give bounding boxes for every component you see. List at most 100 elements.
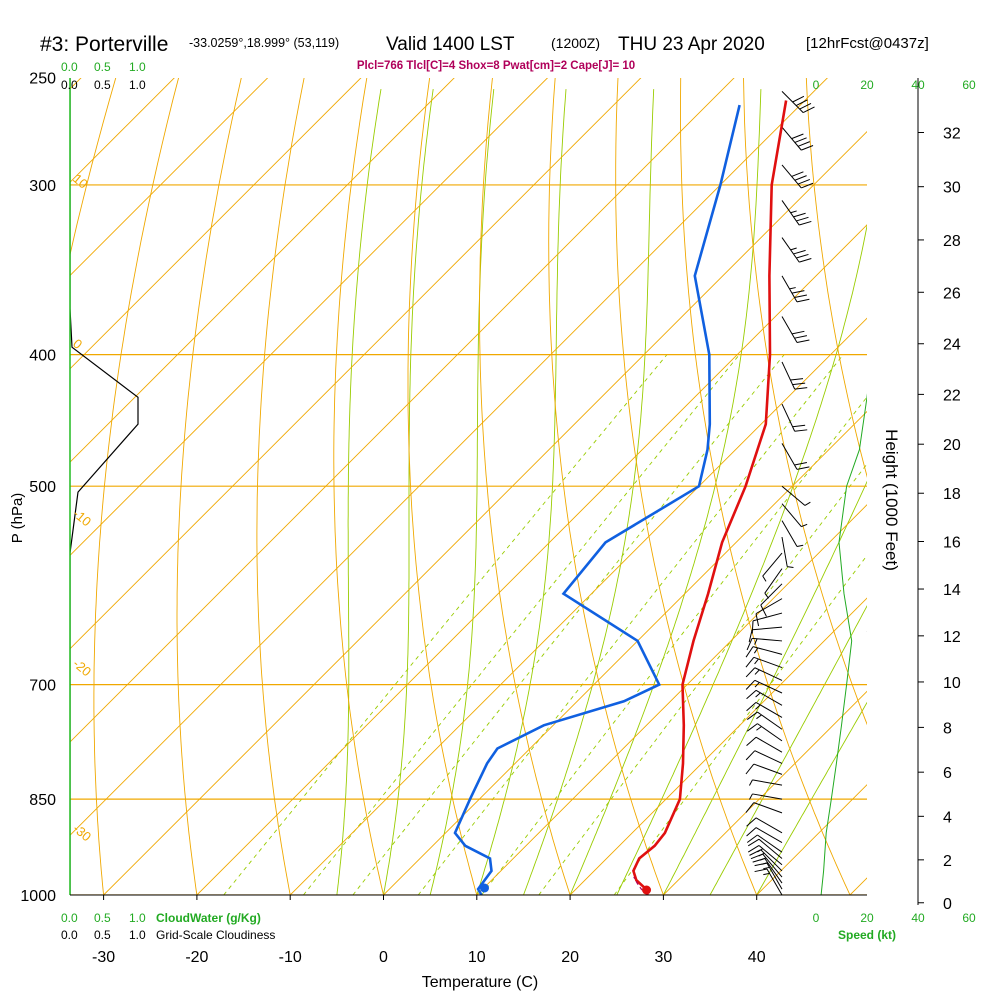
barb-shaft (758, 838, 783, 859)
wind-barb (746, 834, 783, 853)
dry-adiabat (479, 78, 571, 895)
height-tick-label: 12 (943, 629, 961, 646)
barb-flag (796, 253, 809, 259)
barb-shaft (753, 802, 783, 814)
dry-adiabat (615, 78, 758, 895)
barb-half (759, 857, 767, 861)
barb-half (757, 848, 764, 853)
barb-shaft (752, 612, 783, 622)
barb-half (763, 872, 770, 876)
stability-indices: Plcl=766 Tlcl[C]=4 Shox=8 Pwat[cm]=2 Cap… (357, 60, 635, 72)
dry-adiabat (93, 78, 180, 895)
cloud-scale-bottom-0: 0.0 (61, 911, 78, 925)
wind-barb (747, 838, 783, 859)
wind-barb (745, 656, 783, 669)
barb-flag (745, 667, 756, 678)
barb-half (763, 866, 770, 870)
cloud-scale-top-1: 0.5 (94, 60, 111, 74)
wind-barb (781, 503, 808, 528)
dry-adiabat (333, 78, 384, 895)
dry-adiabat (995, 77, 1000, 895)
barb-half (756, 726, 762, 731)
moist-adiabats (336, 89, 867, 895)
wind-barb (754, 868, 783, 895)
isotherm (70, 78, 269, 277)
moist-adiabat-4 (523, 89, 655, 895)
pressure-tick-label: 250 (29, 70, 56, 87)
barb-flag (797, 141, 811, 147)
barb-shaft (754, 679, 783, 694)
height-tick-label: 30 (943, 180, 961, 197)
moist-adiabat-0 (336, 89, 382, 895)
barb-flag (801, 145, 814, 151)
height-tick-label: 4 (943, 809, 952, 826)
barb-shaft (757, 834, 783, 853)
barb-flag (794, 429, 808, 432)
dewpoint-line (453, 104, 741, 895)
barb-flag (796, 216, 809, 222)
barb-flag (792, 424, 806, 428)
barb-half (753, 647, 759, 654)
cloudiness-scale-bottom-2: 1.0 (129, 928, 146, 942)
barb-shaft (764, 568, 783, 594)
barb-shaft (752, 626, 783, 631)
height-tick-label: 20 (943, 437, 961, 454)
pressure-tick-label: 700 (29, 678, 56, 695)
wind-speed-line (820, 393, 867, 895)
barb-shaft (755, 736, 783, 753)
mixing-ratio-label: 2 (297, 897, 315, 912)
speed-scale-bottom-0: 0 (813, 911, 820, 925)
mixing-ratio-label: 1 (217, 897, 235, 912)
wind-barb (746, 723, 783, 742)
cloudiness-scale-top-0: 0.0 (61, 78, 78, 92)
mixing-ratio-0 (223, 354, 668, 895)
barb-half (796, 544, 804, 548)
barb-flag (760, 604, 767, 617)
temperature-tick-label: 20 (561, 949, 579, 966)
wind-barb (781, 91, 815, 114)
valid-time: Valid 1400 LST (386, 34, 515, 55)
sounding-traces (453, 100, 788, 895)
moist-adiabat-2 (429, 89, 495, 895)
isobars (70, 78, 867, 895)
barb-flag (799, 220, 812, 226)
wind-barb (749, 793, 783, 800)
dry-adiabats (70, 77, 1000, 895)
wind-barb (745, 646, 783, 658)
barb-shaft (754, 750, 783, 764)
speed-scale-top-2: 40 (911, 78, 925, 92)
wind-barb (781, 316, 810, 344)
wind-barb (746, 711, 783, 730)
speed-scale-bottom-1: 20 (860, 911, 874, 925)
dry-adiabat (176, 78, 242, 895)
cloudwater-label: CloudWater (g/Kg) (156, 911, 261, 925)
height-tick-label: 18 (943, 486, 961, 503)
barb-flag (790, 378, 804, 381)
wind-barb (749, 779, 783, 786)
barb-flag (755, 613, 760, 627)
speed-scale-bottom-2: 40 (911, 911, 925, 925)
barb-flag (794, 462, 807, 466)
barb-flag (794, 137, 807, 143)
barb-shaft (755, 817, 783, 834)
barb-flag (746, 689, 757, 700)
temperature-tick-label: -30 (92, 949, 115, 966)
barb-flag (745, 802, 755, 813)
wind-barb (781, 275, 810, 303)
chart-header: #3: Porterville -33.0259°,18.999° (53,11… (40, 33, 929, 72)
barb-flag (801, 182, 814, 189)
barb-flag (794, 175, 807, 181)
dry-adiabat-label: -20 (70, 656, 94, 680)
dry-adiabat (743, 78, 867, 726)
wind-barb (781, 200, 812, 226)
surface-dewpoint-marker (479, 883, 489, 893)
dry-adiabat (407, 78, 478, 895)
barb-flag (746, 723, 758, 732)
wind-barb (781, 403, 808, 432)
barb-half (764, 592, 769, 599)
cloud-scale-bottom-2: 1.0 (129, 911, 146, 925)
bottom-scales: 0.0 0.5 1.0 CloudWater (g/Kg) 0.0 0.5 1.… (61, 911, 976, 942)
